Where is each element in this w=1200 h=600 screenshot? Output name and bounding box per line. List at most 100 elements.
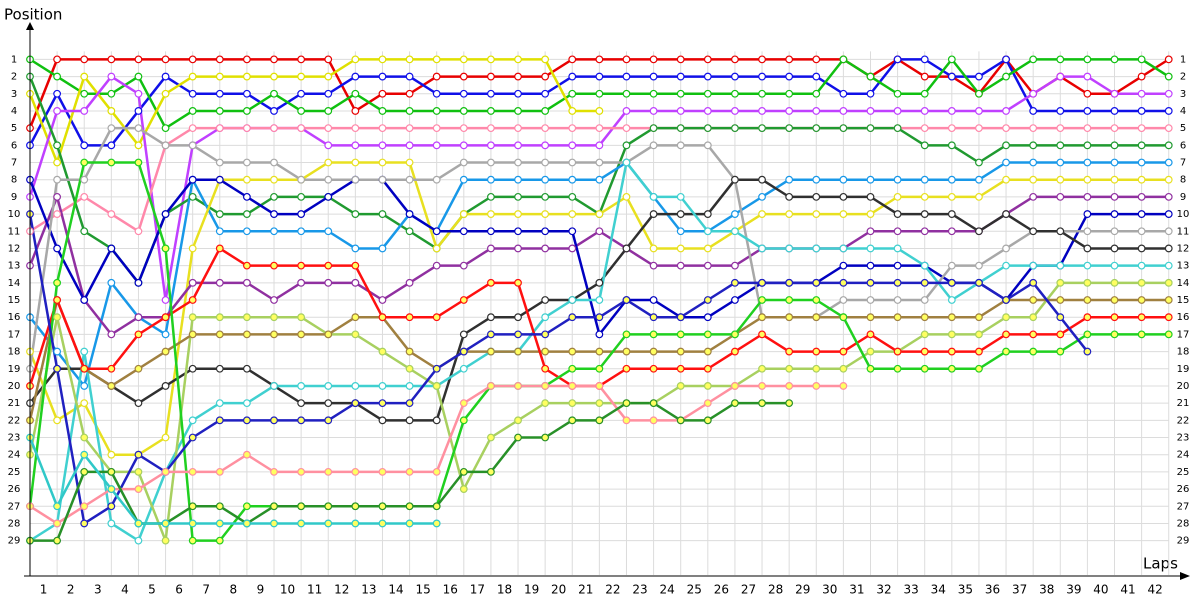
lap-marker [1137, 244, 1146, 253]
lap-marker [80, 433, 89, 442]
lap-marker [405, 55, 414, 64]
x-tick-label: 40 [1093, 583, 1108, 597]
lap-marker [541, 382, 550, 390]
lap-marker [1110, 89, 1119, 98]
lap-marker [405, 278, 414, 287]
lap-marker [1137, 124, 1146, 133]
lap-marker [1029, 313, 1038, 322]
lap-marker [514, 158, 522, 167]
lap-marker [541, 124, 550, 133]
lap-marker [758, 55, 766, 64]
lap-marker [459, 485, 468, 493]
lap-marker [270, 55, 278, 64]
lap-marker [812, 296, 821, 304]
lap-marker [188, 416, 197, 425]
lap-marker [1110, 192, 1119, 201]
lap-marker [514, 89, 522, 98]
lap-marker [975, 364, 983, 373]
lap-marker [920, 313, 929, 322]
lap-marker [649, 55, 658, 64]
y-tick-label-right: 10 [1177, 209, 1190, 220]
lap-marker [1110, 227, 1119, 236]
lap-marker [568, 158, 577, 167]
lap-marker [514, 124, 522, 133]
lap-marker [432, 502, 441, 511]
lap-marker [703, 55, 712, 64]
lap-marker [676, 210, 685, 218]
y-tick-label: 15 [8, 295, 21, 306]
lap-marker [595, 330, 604, 339]
lap-marker [595, 55, 604, 64]
x-tick-label: 6 [175, 583, 183, 597]
lap-marker [243, 192, 251, 201]
lap-marker [1029, 158, 1038, 167]
x-tick-label: 33 [904, 583, 919, 597]
lap-marker [215, 519, 224, 528]
lap-marker [514, 192, 522, 201]
lap-marker [622, 72, 631, 81]
lap-marker [541, 296, 550, 304]
lap-marker [215, 244, 224, 253]
lap-marker [541, 227, 550, 236]
y-tick-label-right: 17 [1177, 329, 1190, 340]
lap-marker [243, 502, 251, 511]
lap-marker [514, 141, 522, 150]
lap-marker [1164, 210, 1173, 218]
lap-marker [758, 192, 766, 201]
lap-marker [676, 347, 685, 356]
lap-marker [161, 72, 170, 81]
lap-marker [53, 364, 62, 373]
lap-marker [161, 467, 170, 476]
lap-marker [1002, 330, 1010, 339]
lap-marker [1002, 210, 1010, 218]
lap-marker [53, 502, 62, 511]
lap-marker [541, 313, 550, 322]
lap-marker [243, 519, 251, 528]
lap-marker [432, 107, 441, 115]
lap-marker [80, 467, 89, 476]
lap-marker [487, 141, 495, 150]
lap-marker [866, 124, 875, 133]
lap-marker [785, 313, 794, 322]
lap-marker [1002, 296, 1010, 304]
lap-marker [351, 330, 360, 339]
y-tick-label: 2 [11, 72, 17, 83]
lap-marker [188, 519, 197, 528]
lap-marker [731, 107, 739, 115]
lap-marker [1083, 175, 1092, 184]
lap-marker [541, 158, 550, 167]
lap-marker [215, 536, 224, 545]
lap-marker [595, 210, 604, 218]
y-tick-label: 9 [11, 192, 17, 203]
y-tick-label-right: 11 [1177, 226, 1190, 237]
lap-marker [947, 261, 956, 270]
lap-marker [351, 244, 360, 253]
lap-marker [432, 227, 441, 236]
lap-marker [785, 107, 794, 115]
lap-marker [432, 382, 441, 390]
lap-marker [785, 347, 794, 356]
lap-marker [161, 296, 170, 304]
lap-marker [243, 261, 251, 270]
lap-marker [812, 55, 821, 64]
lap-marker [215, 502, 224, 511]
x-tick-label: 5 [148, 583, 156, 597]
lap-marker [134, 158, 143, 167]
lap-marker [866, 296, 875, 304]
y-tick-label-right: 29 [1177, 536, 1190, 547]
lap-marker [975, 72, 983, 81]
lap-marker [893, 244, 902, 253]
lap-marker [243, 107, 251, 115]
lap-marker [676, 330, 685, 339]
lap-marker [188, 107, 197, 115]
lap-marker [1164, 227, 1173, 236]
x-tick-label: 3 [94, 583, 102, 597]
x-tick-label: 41 [1120, 583, 1135, 597]
lap-marker [595, 227, 604, 236]
lap-marker [161, 519, 170, 528]
lap-marker [53, 158, 62, 167]
lap-marker [812, 313, 821, 322]
lap-marker [649, 416, 658, 425]
lap-marker [107, 244, 116, 253]
lap-marker [297, 330, 306, 339]
